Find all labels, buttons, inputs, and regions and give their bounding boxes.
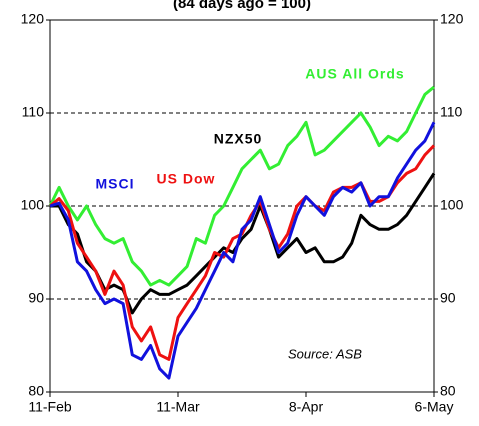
x-tick-label: 11-Mar xyxy=(156,399,200,415)
series-label: US Dow xyxy=(157,171,216,187)
chart-title: (84 days ago = 100) xyxy=(173,0,311,12)
source-note: Source: ASB xyxy=(288,346,362,361)
y-tick-label: 80 xyxy=(28,383,44,399)
y2-tick-label: 80 xyxy=(440,383,456,399)
y-tick-label: 110 xyxy=(22,104,45,120)
series-label: MSCI xyxy=(96,176,135,192)
series-label: AUS All Ords xyxy=(305,66,404,82)
y2-tick-label: 100 xyxy=(440,197,464,213)
series-line xyxy=(50,172,436,315)
series-label: NZX50 xyxy=(214,131,263,147)
x-tick-label: 11-Feb xyxy=(28,399,72,415)
y2-tick-label: 90 xyxy=(440,290,456,306)
x-tick-label: 8-Apr xyxy=(289,399,324,415)
series-line xyxy=(49,121,436,380)
y-tick-label: 90 xyxy=(28,290,44,306)
y-tick-label: 100 xyxy=(21,197,45,213)
x-tick-label: 6-May xyxy=(415,399,454,415)
y-tick-label: 120 xyxy=(21,11,45,27)
series-line xyxy=(48,85,435,287)
y2-tick-label: 120 xyxy=(440,11,464,27)
y2-tick-label: 110 xyxy=(440,104,463,120)
